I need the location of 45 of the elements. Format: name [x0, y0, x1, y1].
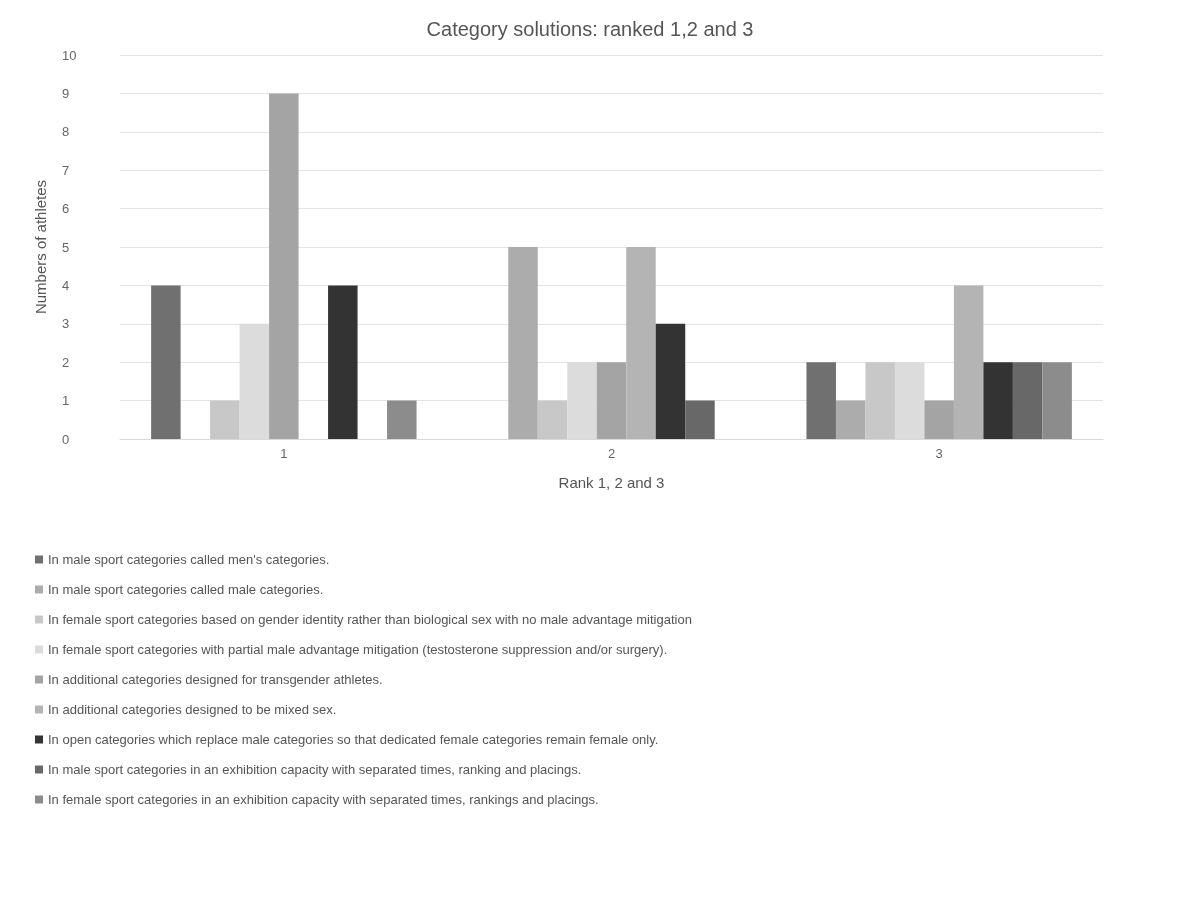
legend-label: In additional categories designed to be mixed sex. [48, 702, 337, 717]
bar [387, 400, 417, 439]
bar [685, 400, 715, 439]
bar [983, 362, 1013, 439]
legend-label: In male sport categories in an exhibition capacity with separated times, ranking and placings. [48, 762, 582, 777]
x-tick-label: 3 [935, 446, 943, 461]
bar [806, 362, 836, 439]
bar [151, 285, 181, 439]
bar [953, 285, 984, 439]
bar [210, 400, 240, 439]
bar [924, 400, 954, 439]
y-tick-label: 4 [62, 277, 70, 293]
y-tick-label: 6 [62, 201, 70, 217]
bar [1012, 362, 1043, 439]
bar [537, 400, 568, 439]
legend-label: In open categories which replace male categories so that dedicated female categories remain female only. [48, 732, 659, 747]
y-tick-label: 5 [62, 239, 70, 255]
bar [655, 323, 686, 439]
y-tick-label: 7 [62, 162, 70, 178]
bar [1042, 362, 1072, 439]
bar [835, 400, 866, 439]
legend-label: In female sport categories based on gender identity rather than biological sex with no male advantage mitigation [48, 612, 692, 627]
bar [328, 285, 358, 439]
y-tick-label: 10 [62, 47, 77, 63]
legend-label: In female sport categories in an exhibition capacity with separated times, rankings and placings. [48, 792, 599, 807]
bar [269, 93, 299, 439]
legend-label: In male sport categories called men's categories. [48, 552, 330, 567]
bar [865, 362, 895, 439]
y-tick-label: 9 [62, 85, 70, 101]
legend-label: In female sport categories with partial male advantage mitigation (testosterone suppression and/or surgery). [48, 642, 668, 657]
y-tick-label: 1 [62, 393, 70, 409]
y-tick-label: 0 [62, 431, 70, 447]
y-axis-title: Numbers of athletes [32, 179, 49, 315]
x-tick-label: 1 [280, 446, 288, 461]
y-tick-label: 2 [62, 354, 70, 370]
legend-label: In additional categories designed for transgender athletes. [48, 672, 383, 687]
x-tick-label: 2 [607, 446, 616, 461]
y-tick-label: 8 [62, 124, 70, 140]
chart-title: Category solutions: ranked 1,2 and 3 [426, 18, 754, 40]
legend-label: In male sport categories called male categories. [48, 582, 324, 597]
bar [508, 247, 538, 439]
bar [626, 247, 656, 439]
bar [596, 362, 627, 439]
x-axis-title: Rank 1, 2 and 3 [558, 474, 665, 491]
y-tick-label: 3 [62, 316, 70, 332]
